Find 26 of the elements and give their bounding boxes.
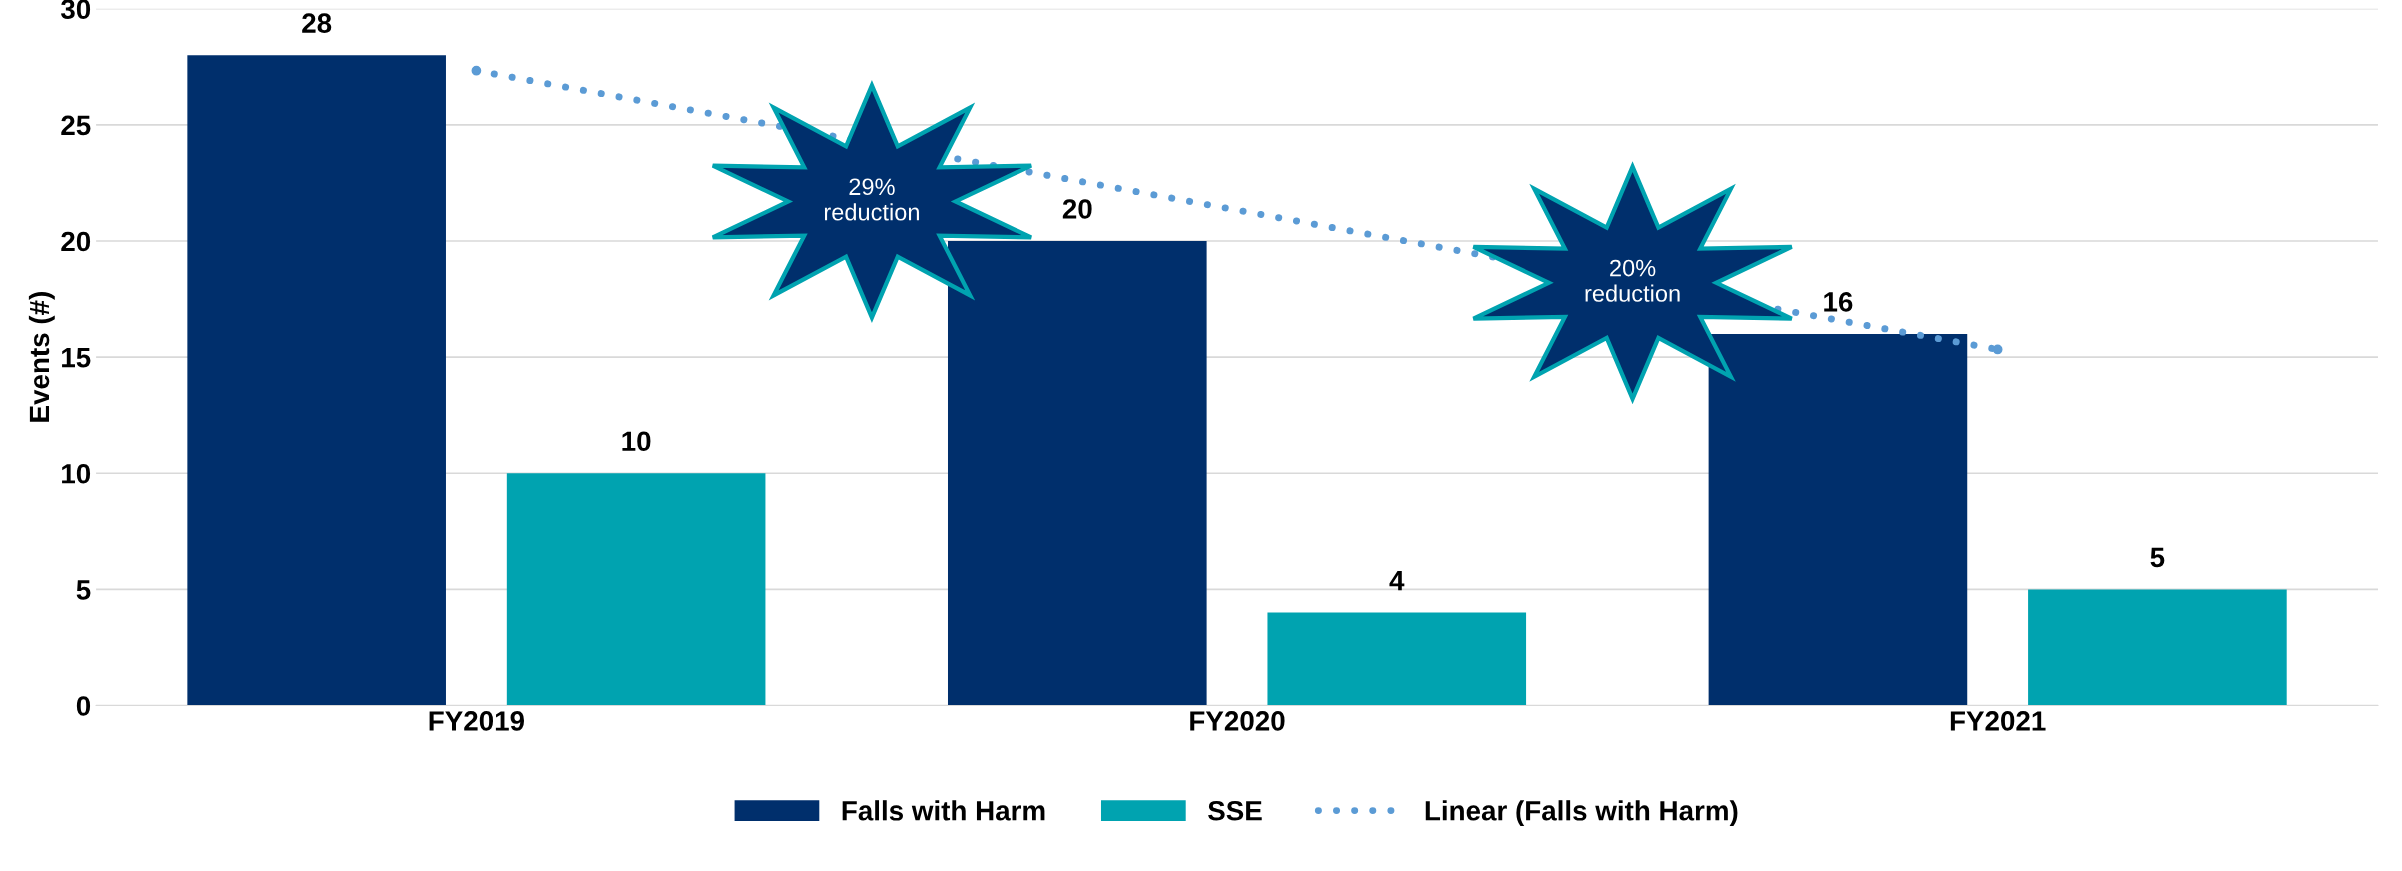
bar xyxy=(187,55,446,706)
data-label: 20 xyxy=(1062,199,1092,219)
data-label: 5 xyxy=(2150,547,2165,568)
data-label: 4 xyxy=(1389,571,1405,591)
bar xyxy=(2028,589,2287,706)
y-tick-label: 15 xyxy=(62,348,91,368)
data-label: 28 xyxy=(302,13,332,34)
legend-label: Falls with Harm xyxy=(842,800,1045,821)
y-tick-label: 0 xyxy=(76,696,91,716)
bar xyxy=(506,473,766,706)
y-axis-title: Events (#) xyxy=(28,292,55,422)
data-label: 16 xyxy=(1824,292,1853,312)
bar xyxy=(1267,612,1527,706)
y-tick-label: 5 xyxy=(76,580,91,600)
legend-label: Linear (Falls with Harm) xyxy=(1425,800,1738,827)
x-tick-label: FY2020 xyxy=(1190,711,1285,731)
annotation: 29% reduction xyxy=(824,178,919,221)
data-label: 10 xyxy=(622,431,651,452)
legend-label: SSE xyxy=(1208,800,1262,821)
annotation: 20% reduction xyxy=(1585,259,1680,302)
y-tick-label: 30 xyxy=(60,0,91,20)
y-tick-label: 20 xyxy=(61,231,91,252)
y-tick-label: 10 xyxy=(62,463,91,484)
x-tick-label: FY2019 xyxy=(429,711,525,731)
y-tick-label: 25 xyxy=(61,115,91,136)
x-tick-label: FY2021 xyxy=(1950,711,2046,731)
